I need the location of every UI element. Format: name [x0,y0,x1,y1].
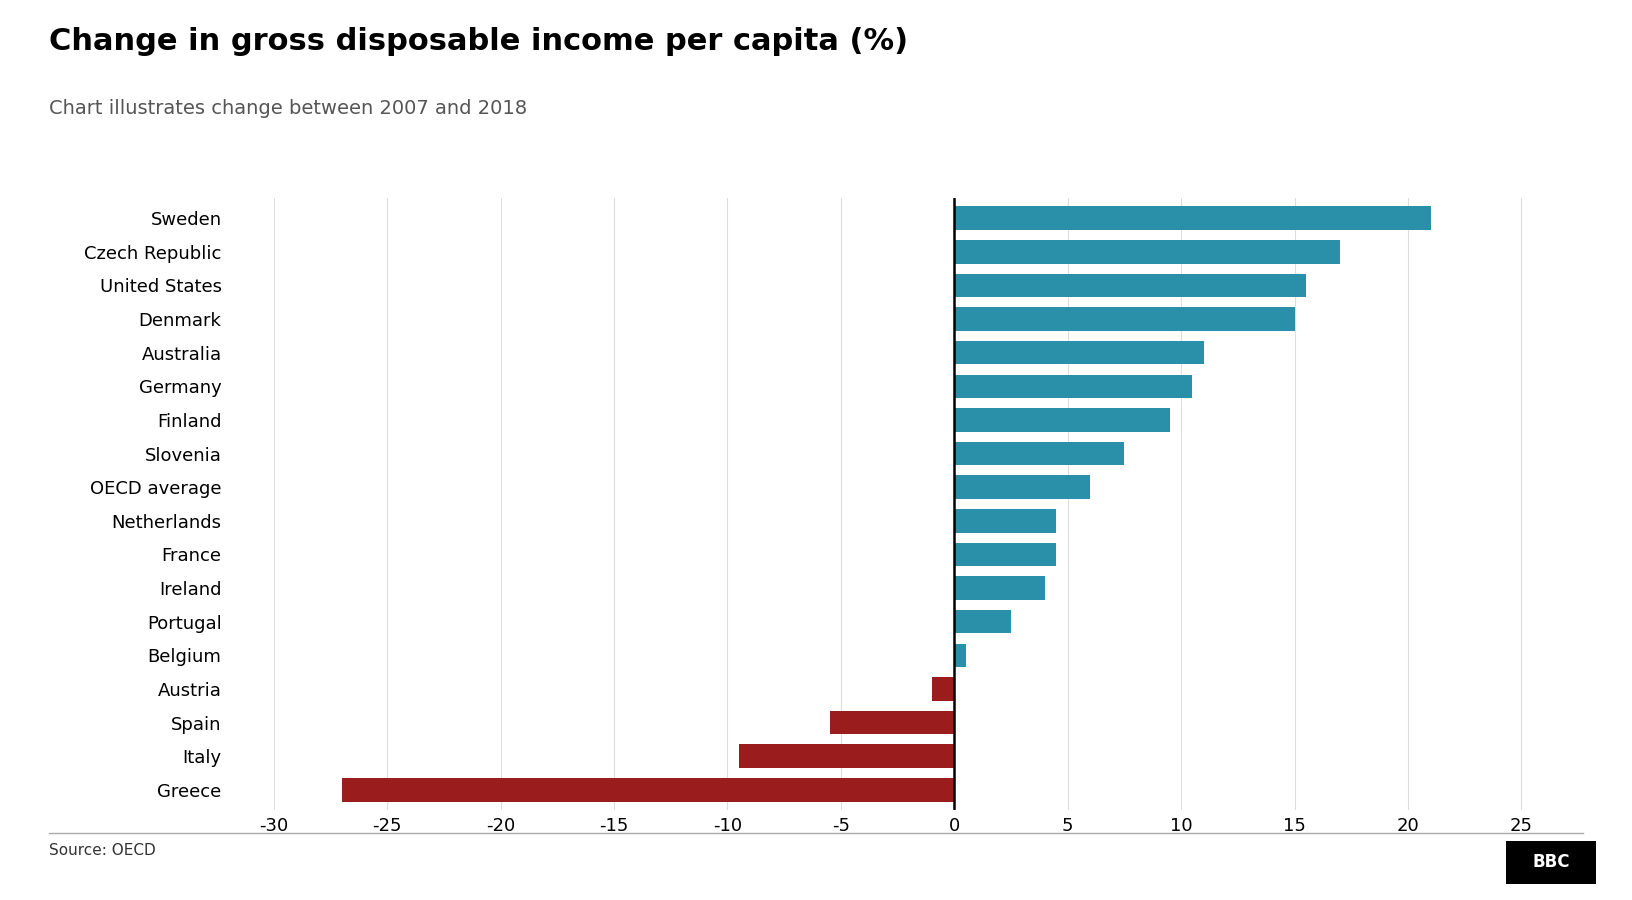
Bar [955,543,1056,566]
Bar [955,274,1306,297]
Bar [955,341,1204,365]
Bar [955,307,1294,331]
Text: Change in gross disposable income per capita (%): Change in gross disposable income per ca… [49,27,907,56]
Text: Source: OECD: Source: OECD [49,843,155,858]
Bar [955,509,1056,533]
Bar [829,711,955,734]
Bar [955,475,1090,499]
Bar [955,240,1340,264]
Bar [955,442,1124,465]
Bar [341,778,955,802]
Bar [932,677,955,701]
Bar [955,610,1010,634]
Bar [955,409,1170,432]
Bar [955,576,1044,599]
Bar [955,206,1431,230]
Bar [955,374,1193,398]
Text: Chart illustrates change between 2007 and 2018: Chart illustrates change between 2007 an… [49,99,527,118]
Bar [955,644,966,667]
Bar [739,744,955,768]
Text: BBC: BBC [1532,853,1570,871]
